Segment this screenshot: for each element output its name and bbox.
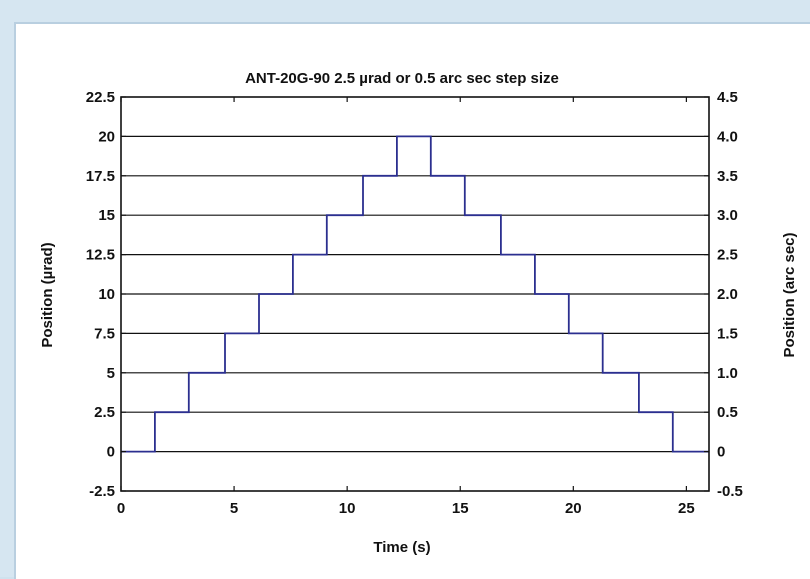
x-tick-label: 0 <box>117 500 125 517</box>
y-tick-label-left: 10 <box>98 286 115 303</box>
y-tick-label-right: 0 <box>717 444 725 461</box>
y-tick-label-left: 15 <box>98 207 115 224</box>
y-axis-label-right: Position (arc sec) <box>781 232 798 357</box>
x-tick-label: 25 <box>678 500 695 517</box>
y-tick-label-right: 0.5 <box>717 404 738 421</box>
y-tick-label-left: 17.5 <box>86 168 115 185</box>
y-tick-label-right: 2.5 <box>717 247 738 264</box>
y-tick-label-right: 4.0 <box>717 128 738 145</box>
y-tick-label-right: 4.5 <box>717 89 738 106</box>
y-tick-label-right: 3.5 <box>717 168 738 185</box>
grid-lines <box>121 136 709 451</box>
x-tick-label: 20 <box>565 500 582 517</box>
y-tick-label-right: 3.0 <box>717 207 738 224</box>
y-tick-label-left: 5 <box>107 365 115 382</box>
y-tick-label-left: -2.5 <box>89 483 115 500</box>
y-tick-label-right: 1.0 <box>717 365 738 382</box>
y-tick-label-left: 20 <box>98 128 115 145</box>
y-tick-label-right: -0.5 <box>717 483 743 500</box>
x-tick-label: 5 <box>230 500 238 517</box>
y-tick-label-left: 7.5 <box>94 325 115 342</box>
y-tick-label-left: 0 <box>107 444 115 461</box>
y-tick-label-right: 2.0 <box>717 286 738 303</box>
x-axis-label: Time (s) <box>373 539 430 556</box>
chart-title: ANT-20G-90 2.5 µrad or 0.5 arc sec step … <box>245 70 559 87</box>
y-tick-label-right: 1.5 <box>717 325 738 342</box>
y-tick-label-left: 22.5 <box>86 89 115 106</box>
y-tick-label-left: 2.5 <box>94 404 115 421</box>
y-tick-label-left: 12.5 <box>86 247 115 264</box>
x-tick-label: 10 <box>339 500 356 517</box>
y-axis-label-left: Position (µrad) <box>39 242 56 347</box>
x-tick-label: 15 <box>452 500 469 517</box>
tick-labels: -2.502.557.51012.51517.52022.5-0.500.51.… <box>86 89 743 517</box>
